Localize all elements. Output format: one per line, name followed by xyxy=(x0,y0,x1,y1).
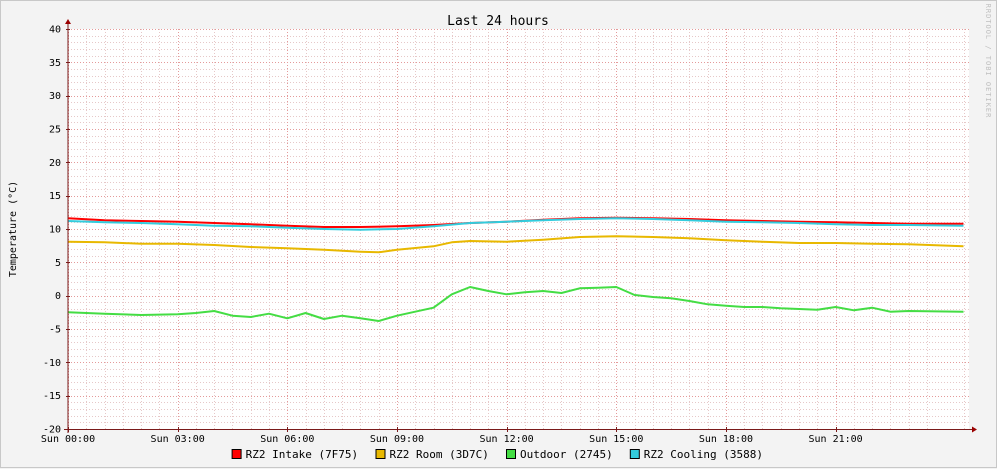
y-tick-label: 15 xyxy=(49,191,61,202)
y-tick-label: -15 xyxy=(43,391,61,402)
y-axis-label: Temperature (°C) xyxy=(8,181,19,277)
y-tick-label: 20 xyxy=(49,158,61,169)
x-tick-label: Sun 18:00 xyxy=(699,434,753,445)
legend-swatch-4 xyxy=(629,449,640,459)
x-tick-label: Sun 15:00 xyxy=(589,434,643,445)
x-tick-label: Sun 12:00 xyxy=(480,434,534,445)
y-tick-label: 25 xyxy=(49,125,61,136)
y-tick-label: 40 xyxy=(49,25,61,36)
series-line-2 xyxy=(67,235,964,254)
legend: RZ2 Intake (7F75) RZ2 Room (3D7C) Outdoor … xyxy=(231,448,763,461)
y-axis-arrow xyxy=(65,19,71,24)
x-tick-label: Sun 06:00 xyxy=(260,434,314,445)
y-tick-label: 5 xyxy=(55,258,61,269)
series-lines xyxy=(67,216,964,322)
legend-label-1: RZ2 Intake (7F75) xyxy=(246,448,359,461)
x-tick-label: Sun 03:00 xyxy=(151,434,205,445)
x-axis-arrow xyxy=(972,426,977,433)
legend-label-3: Outdoor (2745) xyxy=(520,448,613,461)
legend-swatch-3 xyxy=(506,449,516,459)
legend-label-2: RZ2 Room (3D7C) xyxy=(390,448,489,461)
x-tick-label: Sun 00:00 xyxy=(41,434,95,445)
x-tick-label: Sun 09:00 xyxy=(370,434,424,445)
y-tick-label: 30 xyxy=(49,91,61,102)
legend-swatch-2 xyxy=(375,449,386,459)
y-tick-label: -5 xyxy=(49,325,61,336)
series-line-4 xyxy=(67,217,964,231)
y-tick-label: -10 xyxy=(43,358,61,369)
legend-swatch-1 xyxy=(231,449,242,459)
y-tick-label: -20 xyxy=(43,425,61,436)
y-tick-labels: 40 35 30 25 20 15 10 5 0 -5 -10 -15 -20 xyxy=(43,25,61,436)
grid xyxy=(68,29,969,430)
x-tick-labels: Sun 00:00 Sun 03:00 Sun 06:00 Sun 09:00 Sun … xyxy=(41,434,863,445)
y-tick-label: 0 xyxy=(55,291,61,302)
rrdtool-watermark: RRDTOOL / TOBI OETIKER xyxy=(984,4,992,119)
axes xyxy=(64,19,977,433)
y-tick-label: 10 xyxy=(49,225,61,236)
legend-label-4: RZ2 Cooling (3588) xyxy=(644,448,763,461)
chart-title: Last 24 hours xyxy=(447,14,549,29)
x-tick-label: Sun 21:00 xyxy=(808,434,862,445)
series-line-3 xyxy=(67,286,964,322)
y-tick-label: 35 xyxy=(49,58,61,69)
